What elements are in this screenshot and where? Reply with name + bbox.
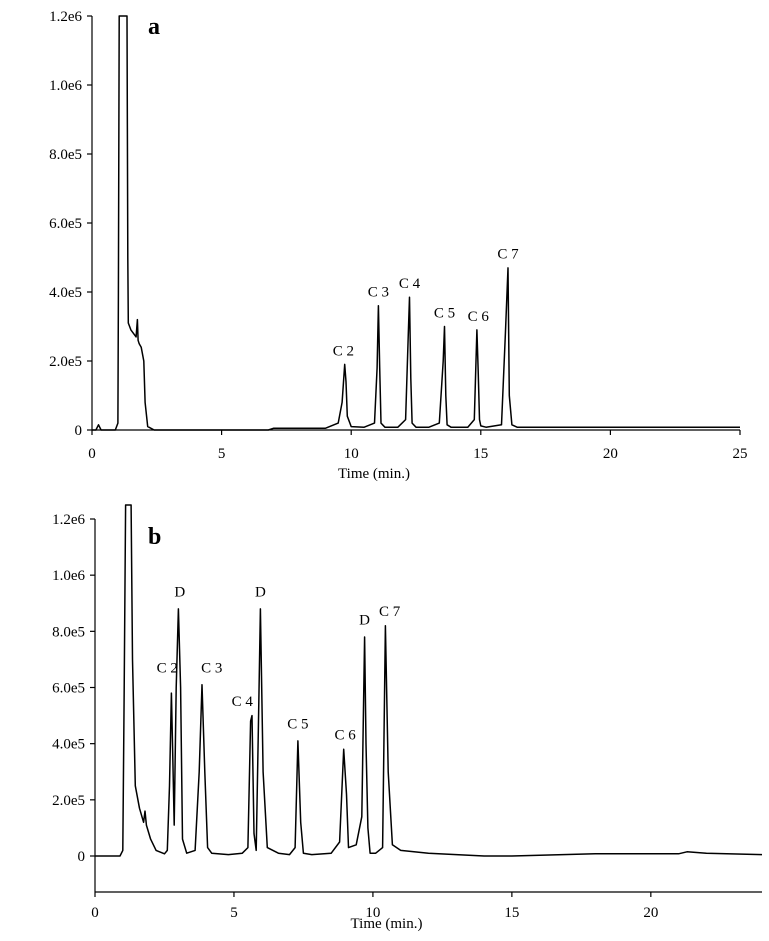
peak-label: D: [359, 613, 370, 629]
peak-label: C 6: [468, 309, 490, 325]
peak-label: C 2: [157, 660, 178, 676]
y-tick-label: 1.0e6: [49, 78, 82, 94]
y-tick-label: 0: [75, 423, 83, 439]
y-tick-label: 1.2e6: [52, 512, 85, 528]
peak-label: C 3: [201, 660, 222, 676]
y-tick-label: 8.0e5: [52, 624, 85, 640]
y-tick-label: 1.2e6: [49, 9, 82, 25]
y-tick-label: 2.0e5: [49, 354, 82, 370]
x-tick-label: 0: [88, 446, 96, 462]
peak-label: C 6: [334, 728, 356, 744]
x-tick-label: 20: [603, 446, 618, 462]
x-tick-label: 25: [733, 446, 748, 462]
panel-letter: a: [148, 14, 160, 40]
x-tick-label: 0: [91, 905, 99, 921]
x-tick-label: 10: [344, 446, 359, 462]
peak-label: C 5: [434, 305, 455, 321]
x-tick-label: 15: [473, 446, 488, 462]
peak-label: D: [174, 584, 185, 600]
peak-label: C 2: [333, 343, 354, 359]
x-tick-label: 10: [365, 905, 380, 921]
chromatogram-trace: [95, 504, 763, 857]
y-tick-label: 6.0e5: [52, 681, 85, 697]
peak-label: C 5: [287, 716, 308, 732]
y-tick-label: 1.0e6: [52, 568, 85, 584]
peak-label: C 7: [497, 247, 519, 263]
peak-label: C 4: [232, 694, 254, 710]
y-tick-label: 4.0e5: [49, 285, 82, 301]
y-tick-label: 8.0e5: [49, 147, 82, 163]
x-axis-label: Time (min.): [338, 466, 410, 482]
y-tick-label: 0: [78, 849, 86, 865]
y-tick-label: 6.0e5: [49, 216, 82, 232]
x-tick-label: 15: [504, 905, 519, 921]
y-tick-label: 2.0e5: [52, 793, 85, 809]
panel-letter: b: [148, 524, 161, 550]
x-tick-label: 5: [218, 446, 226, 462]
y-tick-label: 4.0e5: [52, 737, 85, 753]
peak-label: C 4: [399, 276, 421, 292]
peak-label: D: [255, 584, 266, 600]
panel-a: 0 2.0e5 4.0e5 6.0e5 8.0e5 1.0e6 1.2e6 0 5 10 15 20 2…: [49, 9, 747, 482]
peak-label: C 3: [368, 285, 389, 301]
x-axis-label: Time (min.): [351, 916, 423, 932]
x-tick-label: 5: [230, 905, 238, 921]
panel-b: 0 2.0e5 4.0e5 6.0e5 8.0e5 1.0e6 1.2e6 0 5 10 15 20 T…: [52, 504, 763, 932]
peak-label: C 7: [379, 604, 401, 620]
chromatogram-trace: [92, 15, 740, 431]
x-tick-label: 20: [643, 905, 658, 921]
